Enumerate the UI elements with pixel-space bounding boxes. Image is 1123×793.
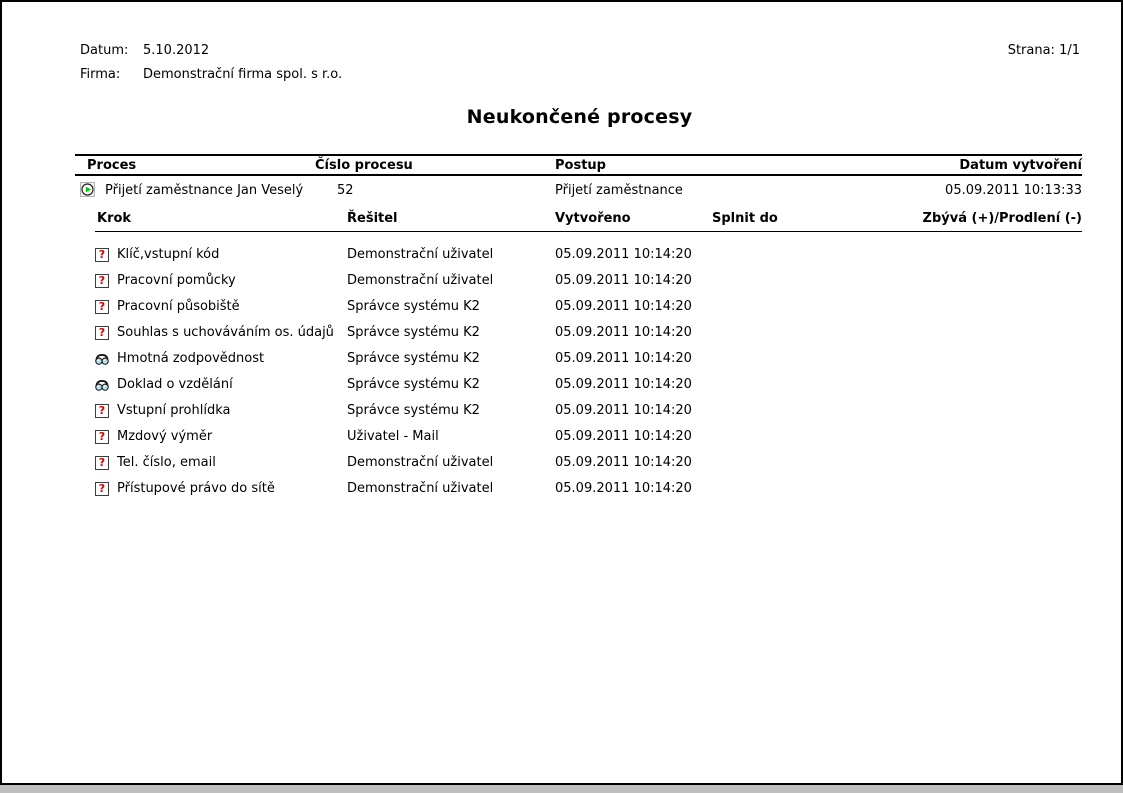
step-created: 05.09.2011 10:14:20 [555,481,692,496]
step-row: ? Pracovní působiště Správce systému K2 … [77,294,1082,320]
step-name: Hmotná zodpovědnost [117,351,265,366]
question-icon: ? [95,456,109,470]
step-created: 05.09.2011 10:14:20 [555,403,692,418]
process-name: Přijetí zaměstnance Jan Veselý [105,183,304,198]
page-number: Strana: 1/1 [1007,43,1080,58]
step-created: 05.09.2011 10:14:20 [555,325,692,340]
step-created: 05.09.2011 10:14:20 [555,377,692,392]
step-table-header: Krok Řešitel Vytvořeno Splnit do Zbývá (… [77,210,1082,227]
step-resitel: Správce systému K2 [347,325,480,340]
question-icon: ? [95,482,109,496]
step-resitel: Demonstrační uživatel [347,273,494,288]
question-icon: ? [95,300,109,314]
process-number: 52 [337,183,354,198]
step-resitel: Demonstrační uživatel [347,247,494,262]
step-name: Souhlas s uchováváním os. údajů [117,325,334,340]
step-icon-cell: ? [95,424,109,450]
process-created: 05.09.2011 10:13:33 [945,183,1082,198]
step-icon-cell [95,372,109,398]
binoculars-icon [95,379,109,391]
step-name: Přístupové právo do sítě [117,481,275,496]
question-icon: ? [95,404,109,418]
step-row: ? Přístupové právo do sítě Demonstrační … [77,476,1082,502]
step-icon-cell: ? [95,294,109,320]
col-header-cislo-procesu: Číslo procesu [315,158,413,173]
col-header-krok: Krok [97,211,132,226]
step-resitel: Správce systému K2 [347,299,480,314]
process-running-icon [80,182,95,203]
col-header-vytvoreno: Vytvořeno [555,211,631,226]
col-header-zbyva-prodleni: Zbývá (+)/Prodlení (-) [922,211,1082,226]
step-resitel: Demonstrační uživatel [347,481,494,496]
step-resitel: Správce systému K2 [347,351,480,366]
report-title: Neukončené procesy [466,106,693,128]
question-icon: ? [95,248,109,262]
question-icon: ? [95,274,109,288]
divider-step-header [95,231,1082,232]
step-name: Mzdový výměr [117,429,213,444]
step-created: 05.09.2011 10:14:20 [555,351,692,366]
step-row: ? Pracovní pomůcky Demonstrační uživatel… [77,268,1082,294]
step-resitel: Správce systému K2 [347,377,480,392]
step-icon-cell: ? [95,398,109,424]
step-name: Doklad o vzdělání [117,377,233,392]
col-header-datum-vytvoreni: Datum vytvoření [959,158,1082,173]
step-name: Tel. číslo, email [117,455,216,470]
col-header-proces: Proces [87,158,137,173]
col-header-postup: Postup [555,158,606,173]
step-created: 05.09.2011 10:14:20 [555,429,692,444]
binoculars-icon [95,353,109,365]
company-label: Firma: [80,67,121,82]
question-icon: ? [95,326,109,340]
step-name: Pracovní působiště [117,299,240,314]
step-icon-cell: ? [95,450,109,476]
col-header-splnit-do: Splnit do [712,211,778,226]
company-value: Demonstrační firma spol. s r.o. [143,67,343,82]
step-icon-cell: ? [95,242,109,268]
step-row: ? Mzdový výměr Uživatel - Mail 05.09.201… [77,424,1082,450]
step-row: Doklad o vzdělání Správce systému K2 05.… [77,372,1082,398]
step-row: Hmotná zodpovědnost Správce systému K2 0… [77,346,1082,372]
step-row: ? Souhlas s uchováváním os. údajů Správc… [77,320,1082,346]
step-resitel: Demonstrační uživatel [347,455,494,470]
step-icon-cell: ? [95,476,109,502]
divider-header [75,174,1082,176]
step-name: Klíč,vstupní kód [117,247,220,262]
process-row: Přijetí zaměstnance Jan Veselý 52 Přijet… [77,182,1082,200]
step-row: ? Tel. číslo, email Demonstrační uživate… [77,450,1082,476]
steps-body: ? Klíč,vstupní kód Demonstrační uživatel… [77,242,1082,502]
question-icon: ? [95,430,109,444]
step-row: ? Klíč,vstupní kód Demonstrační uživatel… [77,242,1082,268]
process-table-header: Proces Číslo procesu Postup Datum vytvoř… [77,157,1082,174]
step-icon-cell [95,346,109,372]
step-resitel: Správce systému K2 [347,403,480,418]
step-created: 05.09.2011 10:14:20 [555,455,692,470]
step-resitel: Uživatel - Mail [347,429,439,444]
step-icon-cell: ? [95,320,109,346]
process-postup: Přijetí zaměstnance [555,183,683,198]
step-created: 05.09.2011 10:14:20 [555,273,692,288]
date-label: Datum: [80,43,129,58]
col-header-resitel: Řešitel [347,211,398,226]
step-row: ? Vstupní prohlídka Správce systému K2 0… [77,398,1082,424]
step-created: 05.09.2011 10:14:20 [555,299,692,314]
date-value: 5.10.2012 [143,43,210,58]
step-name: Vstupní prohlídka [117,403,231,418]
step-created: 05.09.2011 10:14:20 [555,247,692,262]
step-name: Pracovní pomůcky [117,273,236,288]
step-icon-cell: ? [95,268,109,294]
divider-top [75,154,1082,156]
